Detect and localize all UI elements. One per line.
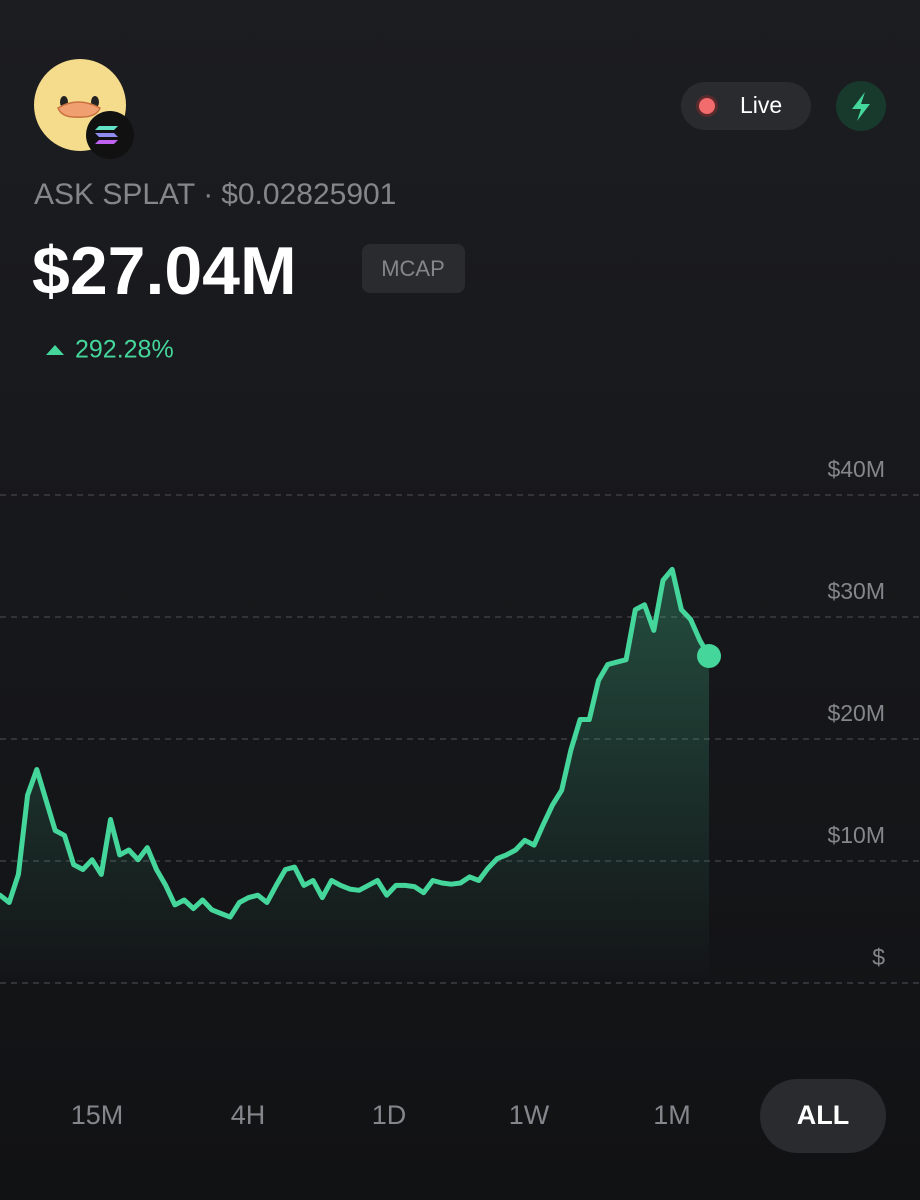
timeframe-tabs: 15M 4H 1D 1W 1M ALL: [71, 1079, 886, 1153]
timeframe-tab[interactable]: 15M: [71, 1100, 124, 1130]
up-arrow: [46, 345, 64, 355]
tab-selected-bg: [760, 1079, 886, 1153]
change-percent: 292.28%: [75, 336, 174, 364]
live-indicator[interactable]: Live: [681, 82, 811, 130]
y-tick-label: $: [872, 944, 885, 970]
timeframe-tab[interactable]: ALL: [797, 1100, 849, 1130]
market-cap: $27.04M: [32, 233, 297, 309]
end-point: [697, 644, 721, 669]
area: [0, 569, 709, 983]
line: [0, 566, 712, 920]
timeframe-tab[interactable]: 4H: [231, 1100, 266, 1130]
token-avatar: [34, 59, 134, 159]
timeframe-tab[interactable]: 1W: [509, 1100, 550, 1130]
token-price: $0.02825901: [221, 178, 396, 211]
chart: $ $10M $20M $30M $40M: [0, 456, 920, 984]
y-tick-label: $30M: [827, 578, 885, 604]
timeframe-tab[interactable]: 1D: [372, 1100, 407, 1130]
y-tick-label: $10M: [827, 822, 885, 848]
y-tick-label: $40M: [827, 456, 885, 482]
mcap-badge-label: MCAP: [381, 256, 445, 281]
timeframe-tab[interactable]: 1M: [653, 1100, 691, 1130]
y-tick-label: $20M: [827, 700, 885, 726]
mcap-badge: [362, 244, 465, 293]
token-name: ASK SPLAT: [34, 178, 195, 211]
lightning-button[interactable]: [836, 81, 886, 131]
separator: ·: [203, 178, 213, 211]
live-label: Live: [740, 92, 782, 118]
